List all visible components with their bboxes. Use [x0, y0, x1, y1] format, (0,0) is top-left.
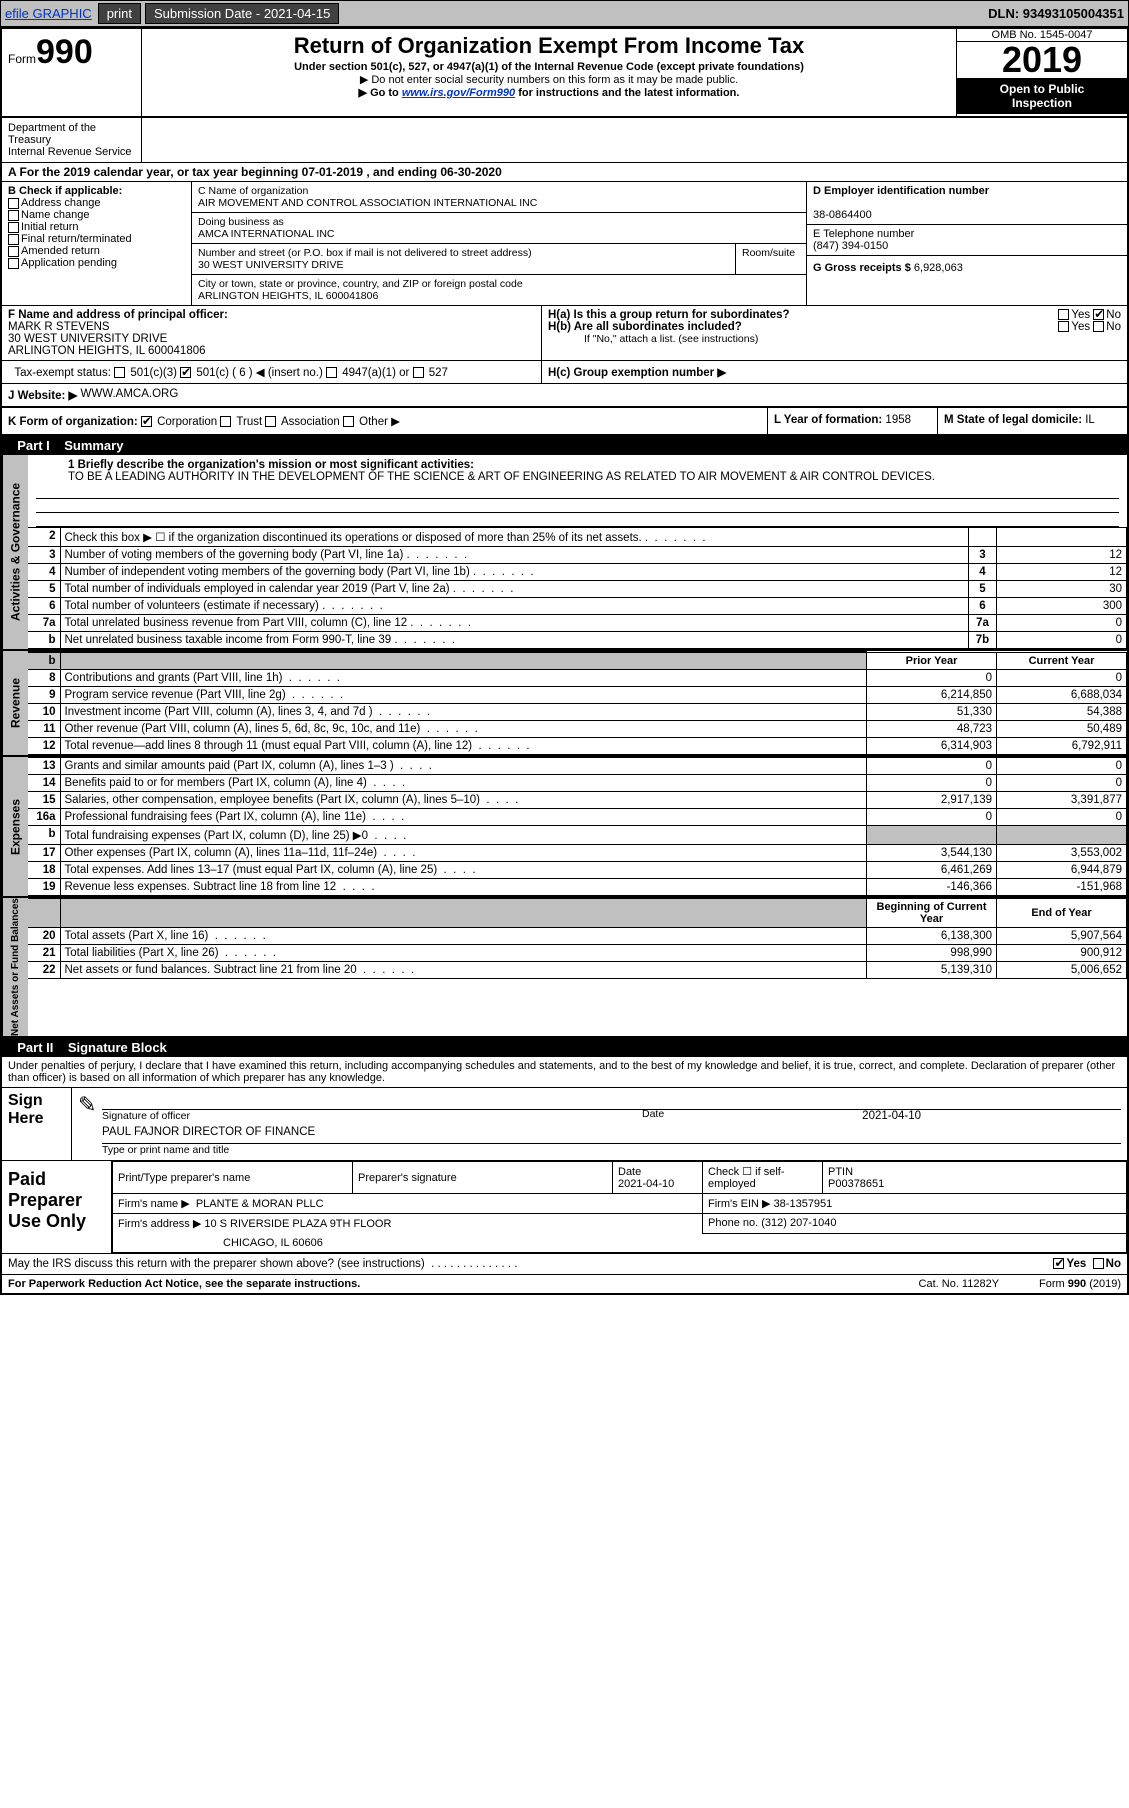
gross-receipts: 6,928,063 [914, 262, 963, 274]
section-b: B Check if applicable: Address changeNam… [2, 182, 192, 305]
city-zip: ARLINGTON HEIGHTS, IL 600041806 [198, 290, 378, 302]
other-checkbox[interactable] [343, 416, 354, 427]
dept-cell: Department of the Treasury Internal Reve… [2, 118, 142, 162]
discuss-no-checkbox[interactable] [1093, 1258, 1104, 1269]
ein: 38-0864400 [813, 209, 872, 221]
vtab-revenue: Revenue [2, 651, 28, 755]
b-opt-checkbox[interactable] [8, 198, 19, 209]
trust-checkbox[interactable] [220, 416, 231, 427]
dln-text: DLN: 93493105004351 [988, 6, 1124, 21]
501c-checkbox[interactable] [180, 367, 191, 378]
footer: For Paperwork Reduction Act Notice, see … [2, 1274, 1127, 1293]
firm-name: PLANTE & MORAN PLLC [196, 1198, 324, 1210]
vtab-governance: Activities & Governance [2, 455, 28, 649]
section-i: Tax-exempt status: 501(c)(3) 501(c) ( 6 … [2, 361, 542, 383]
section-h: H(a) Is this a group return for subordin… [542, 306, 1127, 360]
form-number: 990 [36, 33, 93, 71]
tax-year: 2019 [957, 42, 1127, 78]
4947-checkbox[interactable] [326, 367, 337, 378]
expenses-table: 13Grants and similar amounts paid (Part … [28, 757, 1127, 896]
form-label: Form [8, 52, 36, 66]
street-address: 30 WEST UNIVERSITY DRIVE [198, 259, 343, 271]
part-ii-header: Part II Signature Block [2, 1038, 1127, 1057]
vtab-expenses: Expenses [2, 757, 28, 896]
b-opt-checkbox[interactable] [8, 246, 19, 257]
firm-ein: 38-1357951 [774, 1198, 833, 1210]
cat-no: Cat. No. 11282Y [919, 1278, 1000, 1290]
prep-date: 2021-04-10 [618, 1178, 674, 1190]
assoc-checkbox[interactable] [265, 416, 276, 427]
ha-no-checkbox[interactable] [1093, 309, 1104, 320]
b-opt-checkbox[interactable] [8, 234, 19, 245]
paid-preparer-block: Paid Preparer Use Only Print/Type prepar… [2, 1160, 1127, 1253]
ha-yes-checkbox[interactable] [1058, 309, 1069, 320]
under-section: Under section 501(c), 527, or 4947(a)(1)… [148, 61, 950, 73]
self-employed-check[interactable]: Check ☐ if self-employed [703, 1162, 823, 1194]
527-checkbox[interactable] [413, 367, 424, 378]
firm-phone: (312) 207-1040 [761, 1217, 836, 1229]
dba-name: AMCA INTERNATIONAL INC [198, 228, 335, 240]
irs-link[interactable]: www.irs.gov/Form990 [402, 87, 515, 99]
mission-text: TO BE A LEADING AUTHORITY IN THE DEVELOP… [68, 471, 935, 483]
501c3-checkbox[interactable] [114, 367, 125, 378]
mission-block: 1 Briefly describe the organization's mi… [28, 455, 1127, 485]
efile-link[interactable]: efile GRAPHIC [5, 6, 92, 21]
section-hc: H(c) Group exemption number ▶ [542, 361, 1127, 383]
form-ref: Form 990 (2019) [1039, 1278, 1121, 1290]
sign-here-block: Sign Here ✎ Signature of officer2021-04-… [2, 1088, 1127, 1160]
section-l: L Year of formation: 1958 [767, 408, 937, 434]
paid-preparer-label: Paid Preparer Use Only [2, 1161, 112, 1253]
submission-date-button[interactable]: Submission Date - 2021-04-15 [145, 3, 339, 24]
discuss-yes-checkbox[interactable] [1053, 1258, 1064, 1269]
form-outer: Form990 Return of Organization Exempt Fr… [0, 27, 1129, 1295]
corp-checkbox[interactable] [141, 416, 152, 427]
b-opt-checkbox[interactable] [8, 258, 19, 269]
pen-icon: ✎ [78, 1092, 102, 1156]
b-opt-checkbox[interactable] [8, 210, 19, 221]
efile-topbar: efile GRAPHIC print Submission Date - 20… [0, 0, 1129, 27]
room-suite: Room/suite [736, 244, 806, 274]
goto-link: ▶ Go to www.irs.gov/Form990 for instruct… [148, 86, 950, 99]
section-a: A For the 2019 calendar year, or tax yea… [2, 163, 1127, 182]
print-button[interactable]: print [98, 3, 141, 24]
firm-address: 10 S RIVERSIDE PLAZA 9TH FLOOR [204, 1218, 391, 1230]
form-id-cell: Form990 [2, 29, 142, 116]
header-title-cell: Return of Organization Exempt From Incom… [142, 29, 957, 116]
sign-date: 2021-04-10 [862, 1110, 921, 1122]
part-i-header: Part I Summary [2, 436, 1127, 455]
firm-city: CHICAGO, IL 60606 [113, 1233, 1127, 1252]
ssn-warning: ▶ Do not enter social security numbers o… [148, 73, 950, 86]
org-name: AIR MOVEMENT AND CONTROL ASSOCIATION INT… [198, 197, 537, 209]
section-f: F Name and address of principal officer:… [2, 306, 542, 360]
ptin: P00378651 [828, 1178, 884, 1190]
section-j: J Website: ▶ WWW.AMCA.ORG [2, 384, 1127, 408]
officer-sig-name: PAUL FAJNOR DIRECTOR OF FINANCE [102, 1126, 315, 1138]
discuss-row: May the IRS discuss this return with the… [2, 1253, 1127, 1274]
section-k: K Form of organization: Corporation Trus… [2, 408, 767, 434]
officer-name: MARK R STEVENS [8, 321, 110, 333]
b-opt-checkbox[interactable] [8, 222, 19, 233]
governance-table: 2Check this box ▶ ☐ if the organization … [28, 527, 1127, 649]
sign-here-label: Sign Here [2, 1088, 72, 1160]
vtab-netassets: Net Assets or Fund Balances [2, 898, 28, 1036]
phone: (847) 394-0150 [813, 240, 888, 252]
netassets-table: Beginning of Current YearEnd of Year20To… [28, 898, 1127, 979]
hb-no-checkbox[interactable] [1093, 321, 1104, 332]
hb-yes-checkbox[interactable] [1058, 321, 1069, 332]
section-c: C Name of organizationAIR MOVEMENT AND C… [192, 182, 807, 305]
form-title: Return of Organization Exempt From Incom… [148, 33, 950, 59]
revenue-table: bPrior YearCurrent Year8Contributions an… [28, 651, 1127, 755]
section-bcdefg: B Check if applicable: Address changeNam… [2, 182, 1127, 306]
section-m: M State of legal domicile: IL [937, 408, 1127, 434]
open-inspection: Open to PublicInspection [957, 78, 1127, 114]
penalty-text: Under penalties of perjury, I declare th… [2, 1057, 1127, 1088]
website: WWW.AMCA.ORG [81, 388, 179, 402]
section-deg: D Employer identification number38-08644… [807, 182, 1127, 305]
